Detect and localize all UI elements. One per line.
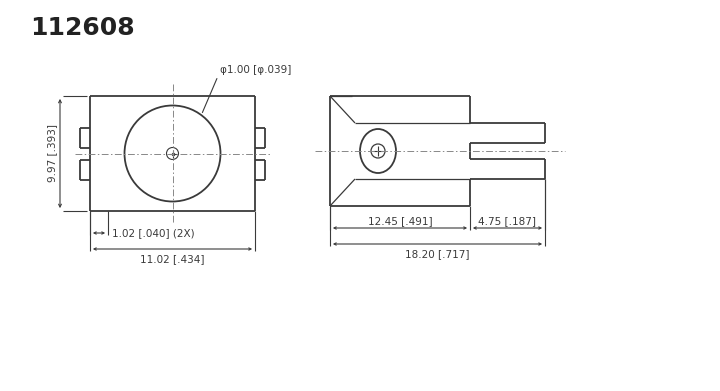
Text: 11.02 [.434]: 11.02 [.434] (140, 254, 204, 264)
Text: 12.45 [.491]: 12.45 [.491] (368, 216, 432, 226)
Text: 4.75 [.187]: 4.75 [.187] (479, 216, 536, 226)
Text: φ1.00 [φ.039]: φ1.00 [φ.039] (220, 65, 292, 75)
Text: 18.20 [.717]: 18.20 [.717] (405, 249, 469, 259)
Text: 1.02 [.040] (2X): 1.02 [.040] (2X) (112, 228, 194, 238)
Text: 112608: 112608 (30, 16, 135, 40)
Text: 9.97 [.393]: 9.97 [.393] (47, 124, 57, 183)
